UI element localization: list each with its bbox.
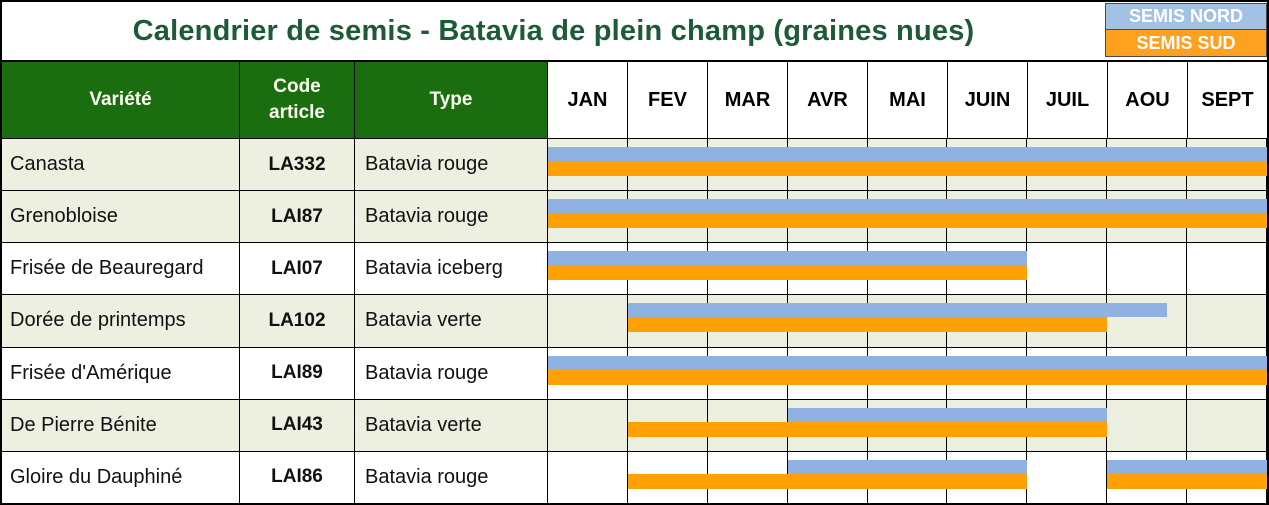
legend-semis-nord: SEMIS NORD	[1105, 3, 1267, 30]
type-cell: Batavia rouge	[355, 451, 548, 503]
type-cell: Batavia rouge	[355, 347, 548, 399]
table-row: Gloire du Dauphiné LAI86 Batavia rouge	[2, 451, 1267, 503]
page-title: Calendrier de semis - Batavia de plein c…	[132, 14, 975, 47]
sowing-period-chart	[548, 139, 1267, 191]
column-header-code-article: Code article	[240, 62, 355, 138]
month-header-mar: MAR	[708, 62, 788, 138]
semis-nord-bar	[548, 251, 1028, 266]
semis-sud-bar	[548, 369, 1267, 385]
month-grid-cell	[1107, 399, 1188, 451]
table-row: De Pierre Bénite LAI43 Batavia verte	[2, 399, 1267, 452]
type-cell: Batavia verte	[355, 399, 548, 451]
type-cell: Batavia iceberg	[355, 243, 548, 295]
month-grid-cell	[1027, 451, 1108, 503]
column-header-type: Type	[355, 62, 548, 138]
semis-sud-bar	[1107, 473, 1267, 489]
month-grid-cell	[548, 451, 628, 503]
code-article-cell: LAI89	[240, 347, 355, 399]
sowing-period-chart	[548, 243, 1267, 295]
table-header-row: Variété Code article Type JAN FEV MAR AVR MA…	[2, 62, 1267, 139]
month-grid-cell	[1107, 243, 1188, 295]
month-header-juin: JUIN	[948, 62, 1028, 138]
month-grid-cell	[1107, 295, 1188, 347]
sowing-period-chart	[548, 191, 1267, 243]
semis-sud-bar	[627, 317, 1108, 333]
semis-sud-bar	[627, 473, 1028, 489]
month-header-avr: AVR	[788, 62, 868, 138]
month-header-jan: JAN	[548, 62, 628, 138]
semis-sud-bar	[548, 265, 1028, 281]
title-band: Calendrier de semis - Batavia de plein c…	[2, 2, 1267, 62]
month-header-sept: SEPT	[1188, 62, 1267, 138]
month-grid-cell	[548, 295, 628, 347]
type-cell: Batavia rouge	[355, 191, 548, 243]
semis-sud-bar	[548, 213, 1267, 229]
table-row: Grenobloise LAI87 Batavia rouge	[2, 191, 1267, 244]
month-grid-cell	[548, 399, 628, 451]
month-grid-cell	[1187, 243, 1267, 295]
variety-cell: De Pierre Bénite	[2, 399, 240, 451]
semis-nord-bar	[787, 459, 1028, 474]
table-row: Frisée de Beauregard LAI07 Batavia iceberg	[2, 243, 1267, 296]
variety-cell: Canasta	[2, 139, 240, 191]
month-grid-cell	[1187, 399, 1267, 451]
semis-nord-bar	[548, 199, 1267, 214]
semis-nord-bar	[548, 147, 1267, 161]
table-row: Canasta LA332 Batavia rouge	[2, 139, 1267, 192]
code-article-cell: LAI87	[240, 191, 355, 243]
month-header-aou: AOU	[1108, 62, 1188, 138]
month-grid-cell	[1187, 295, 1267, 347]
sowing-period-chart	[548, 399, 1267, 451]
legend: SEMIS NORD SEMIS SUD	[1105, 2, 1267, 60]
semis-sud-bar	[627, 421, 1108, 437]
semis-nord-bar	[627, 303, 1168, 318]
type-cell: Batavia rouge	[355, 139, 548, 191]
month-grid-cell	[1027, 243, 1108, 295]
code-article-cell: LA102	[240, 295, 355, 347]
sowing-period-chart	[548, 347, 1267, 399]
legend-semis-sud: SEMIS SUD	[1105, 30, 1267, 57]
code-article-cell: LAI86	[240, 451, 355, 503]
type-cell: Batavia verte	[355, 295, 548, 347]
code-article-cell: LAI43	[240, 399, 355, 451]
variety-cell: Gloire du Dauphiné	[2, 451, 240, 503]
month-header-mai: MAI	[868, 62, 948, 138]
month-header-juil: JUIL	[1028, 62, 1108, 138]
month-headers: JAN FEV MAR AVR MAI JUIN JUIL AOU SEPT	[548, 62, 1267, 138]
code-article-cell: LAI07	[240, 243, 355, 295]
table-row: Frisée d'Amérique LAI89 Batavia rouge	[2, 347, 1267, 400]
semis-sud-bar	[548, 161, 1267, 176]
sowing-period-chart	[548, 295, 1267, 347]
table-row: Dorée de printemps LA102 Batavia verte	[2, 295, 1267, 348]
semis-nord-bar	[1107, 459, 1267, 474]
column-header-variete: Variété	[2, 62, 240, 138]
table-body: Canasta LA332 Batavia rouge Grenobloise LAI8…	[2, 139, 1267, 503]
semis-nord-bar	[548, 355, 1267, 370]
sowing-period-chart	[548, 451, 1267, 503]
variety-cell: Grenobloise	[2, 191, 240, 243]
semis-nord-bar	[787, 407, 1108, 422]
code-article-cell: LA332	[240, 139, 355, 191]
variety-cell: Frisée d'Amérique	[2, 347, 240, 399]
variety-cell: Frisée de Beauregard	[2, 243, 240, 295]
month-header-fev: FEV	[628, 62, 708, 138]
variety-cell: Dorée de printemps	[2, 295, 240, 347]
